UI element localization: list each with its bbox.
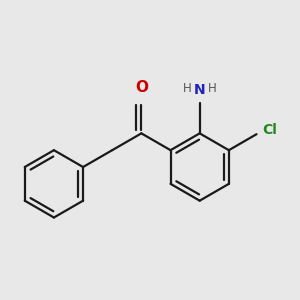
Text: H: H — [183, 82, 192, 94]
Text: Cl: Cl — [262, 124, 277, 137]
Text: N: N — [194, 83, 206, 98]
Text: H: H — [208, 82, 216, 94]
Text: O: O — [135, 80, 148, 95]
